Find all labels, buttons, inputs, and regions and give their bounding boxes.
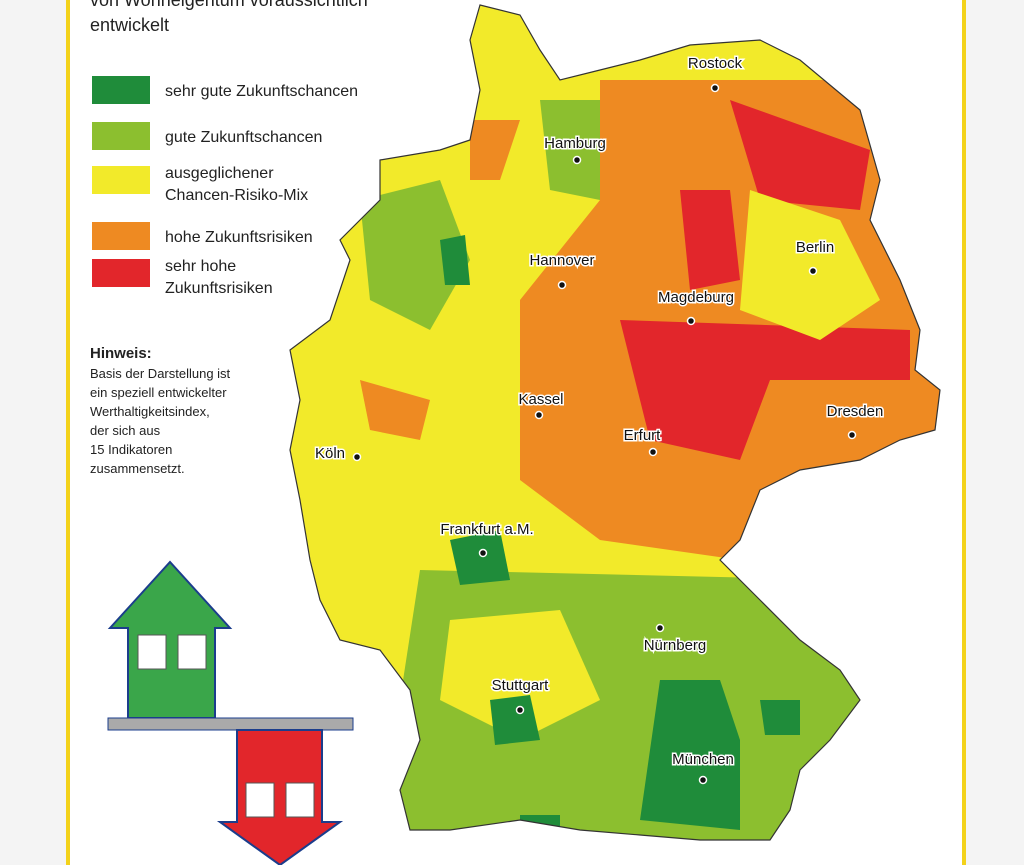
city-label: München [672, 751, 734, 768]
house-arrows [107, 560, 354, 865]
city-dot [655, 623, 665, 633]
city-dot [534, 410, 544, 420]
city-dot [710, 83, 720, 93]
city-label: Hannover [529, 252, 594, 269]
legend-label: sehr gute Zukunftschancen [165, 83, 358, 100]
city-dot [478, 548, 488, 558]
city-dot [352, 452, 362, 462]
city-label: Köln [315, 445, 345, 462]
note-line: Werthaltigkeitsindex, [90, 404, 210, 419]
legend-swatch [92, 76, 150, 104]
city-label: Stuttgart [492, 677, 550, 694]
city-label: Erfurt [624, 427, 662, 444]
legend-label: gute Zukunftschancen [165, 129, 322, 146]
legend-swatch [92, 122, 150, 150]
city-label: Berlin [796, 239, 834, 256]
city-dot [847, 430, 857, 440]
city-dot [808, 266, 818, 276]
city-label: Magdeburg [658, 289, 734, 306]
note-line: der sich aus [90, 423, 161, 438]
city-dot [698, 775, 708, 785]
legend-swatch [92, 259, 150, 287]
city-label: Dresden [827, 403, 884, 420]
title-line: entwickelt [90, 15, 169, 35]
city-dot [515, 705, 525, 715]
legend-label: sehr hohe [165, 258, 236, 275]
note-line: ein speziell entwickelter [90, 385, 227, 400]
title-line: von Wohneigentum voraussichtlich [90, 0, 368, 10]
city-label: Rostock [688, 55, 743, 72]
city-label: Nürnberg [644, 637, 707, 654]
legend-swatch [92, 166, 150, 194]
city-dot [557, 280, 567, 290]
legend-label: Zukunftsrisiken [165, 280, 273, 297]
note-heading: Hinweis: [90, 345, 152, 362]
city-dot [686, 316, 696, 326]
city-label: Hamburg [544, 135, 606, 152]
legend-label: hohe Zukunftsrisiken [165, 229, 313, 246]
city-dot [648, 447, 658, 457]
note-line: zusammensetzt. [90, 461, 185, 476]
city-label: Kassel [518, 391, 563, 408]
legend-label: Chancen-Risiko-Mix [165, 187, 308, 204]
legend-label: ausgeglichener [165, 165, 274, 182]
city-dot [572, 155, 582, 165]
note-line: Basis der Darstellung ist [90, 366, 231, 381]
note-line: 15 Indikatoren [90, 442, 172, 457]
city-label: Frankfurt a.M. [440, 521, 533, 538]
legend-swatch [92, 222, 150, 250]
